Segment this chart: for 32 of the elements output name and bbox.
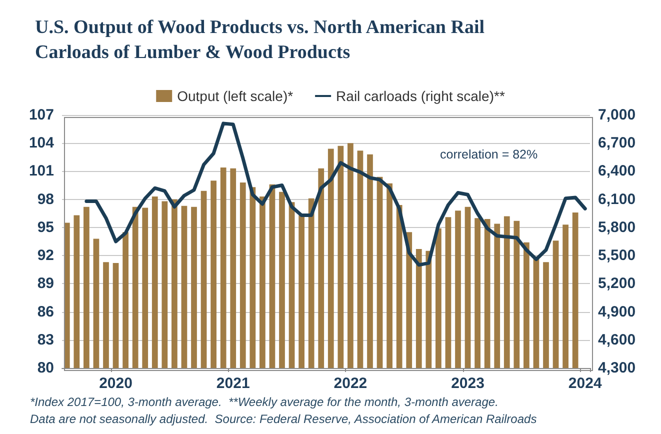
text: *Index 2017=100, 3-month average. **Weekly average for the month, 3-month average. bbox=[30, 395, 498, 409]
y-tick-label: 92 bbox=[37, 247, 54, 264]
y-tick-label: 104 bbox=[28, 134, 55, 152]
line-series bbox=[84, 122, 587, 267]
y-tick-label: 80 bbox=[37, 360, 54, 376]
y-tick-label: 95 bbox=[37, 218, 54, 236]
y-tick-label: 83 bbox=[37, 331, 54, 348]
y2-tick-label: 6,700 bbox=[598, 134, 636, 152]
y2-tick-label: 7,000 bbox=[598, 106, 636, 124]
y-tick-label: 89 bbox=[37, 275, 54, 292]
text: Data are not seasonally adjusted. Source: Federal Reserve, Association of American Railroads bbox=[30, 412, 537, 426]
y2-tick-label: 4,300 bbox=[598, 360, 636, 376]
annotation: correlation = 82% bbox=[440, 148, 538, 162]
y2-tick-label: 5,800 bbox=[598, 218, 636, 236]
y-tick-label: 86 bbox=[37, 303, 54, 320]
y-tick-label: 107 bbox=[28, 106, 54, 124]
x-tick-label: 2021 bbox=[216, 375, 250, 392]
chart-title: U.S. Output of Wood Products vs. North American Rail Carloads of Lumber & Wood Products bbox=[35, 17, 490, 63]
y2-tick-label: 4,600 bbox=[598, 331, 636, 348]
y-tick-label: 101 bbox=[28, 162, 54, 180]
y2-tick-label: 6,100 bbox=[598, 190, 636, 208]
y2-tick-label: 5,200 bbox=[598, 275, 636, 292]
y2-tick-label: 4,900 bbox=[598, 303, 636, 320]
x-tick-label: 2020 bbox=[99, 375, 132, 392]
legend-label: Output (left scale)* bbox=[177, 88, 294, 104]
x-tick-label: 2024 bbox=[568, 375, 602, 392]
x-tick-label: 2023 bbox=[451, 375, 484, 392]
x-tick-label: 2022 bbox=[334, 375, 368, 392]
y-tick-label: 98 bbox=[37, 190, 54, 208]
legend-label: Rail carloads (right scale)** bbox=[336, 88, 506, 104]
y2-tick-label: 6,400 bbox=[598, 162, 636, 180]
y2-tick-label: 5,500 bbox=[598, 247, 636, 264]
